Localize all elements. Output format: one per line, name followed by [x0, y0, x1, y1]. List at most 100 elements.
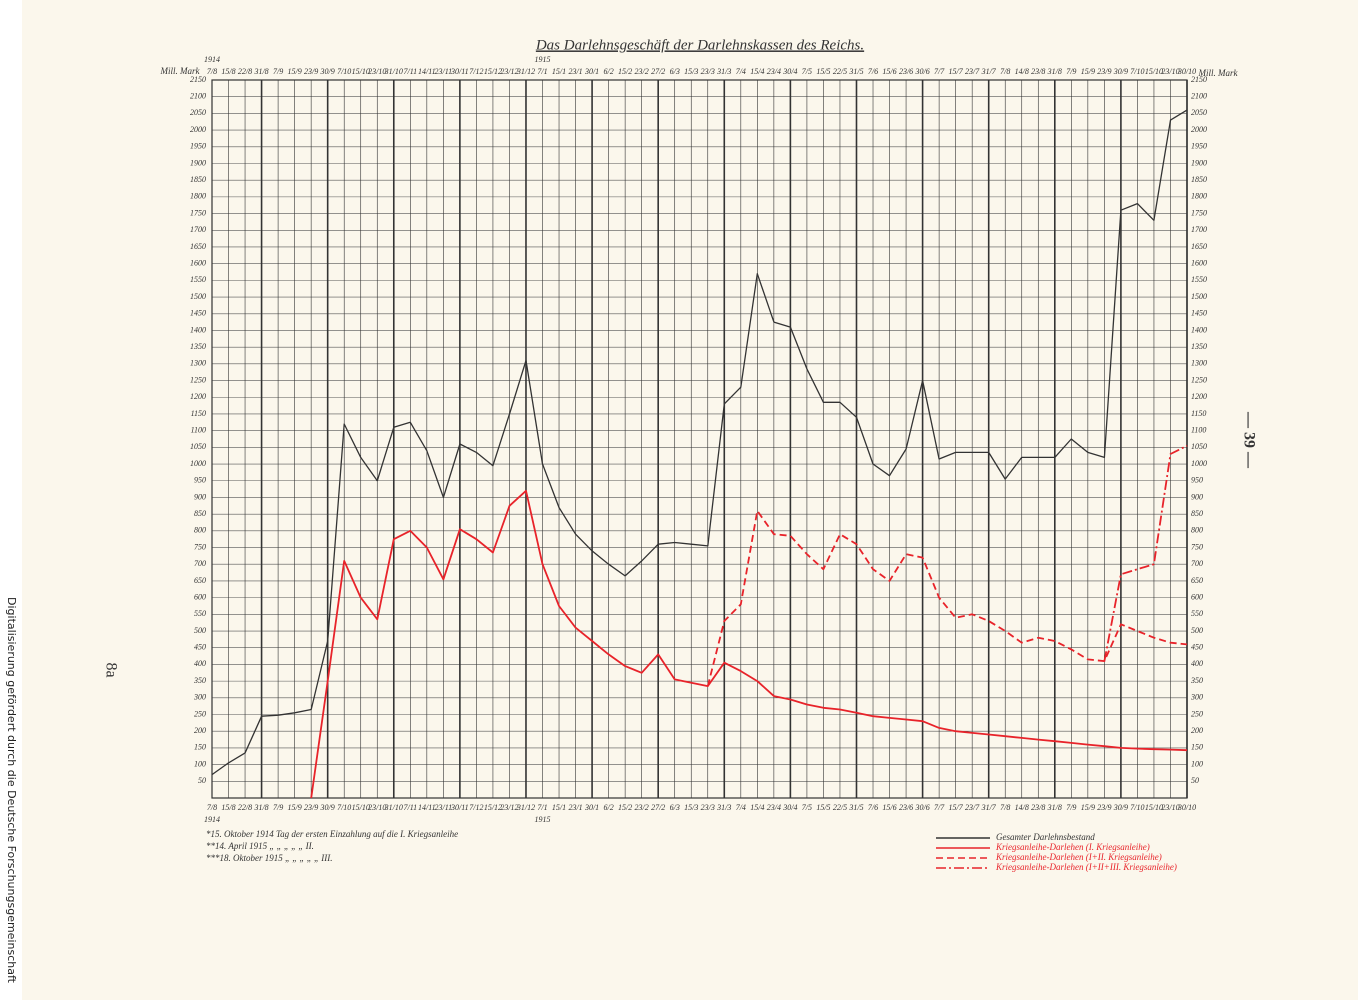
year-label: 1915	[535, 815, 551, 824]
x-tick-label-top: 31/10	[384, 67, 403, 76]
grid: 50 50 100 100 150 150 200 200 250 250 300 300 350 350…	[190, 55, 1207, 824]
y-tick-label-right: 750	[1191, 542, 1203, 551]
y-tick-label: 650	[194, 576, 206, 585]
y-tick-label-right: 500	[1191, 626, 1203, 635]
x-tick-label-top: 15/9	[288, 67, 302, 76]
y-tick-label-right: 2000	[1191, 125, 1207, 134]
y-tick-label: 1950	[190, 142, 206, 151]
footnote: **14. April 1915 „ „ „ „ „ II.	[206, 841, 314, 851]
x-tick-label: 22/5	[833, 803, 847, 812]
x-tick-label-top: 15/5	[816, 67, 830, 76]
x-tick-label: 15/9	[288, 803, 302, 812]
x-tick-label: 31/10	[384, 803, 403, 812]
y-tick-label: 50	[198, 776, 206, 785]
y-tick-label-right: 1750	[1191, 208, 1207, 217]
x-tick-label-top: 31/12	[516, 67, 535, 76]
x-tick-label-top: 23/11	[435, 67, 453, 76]
y-tick-label-right: 2150	[1191, 75, 1207, 84]
y-tick-label-right: 200	[1191, 726, 1203, 735]
x-tick-label: 15/2	[618, 803, 632, 812]
y-tick-label: 450	[194, 643, 206, 652]
series-line	[706, 509, 1188, 687]
legend-label: Kriegsanleihe-Darlehen (I+II+III. Kriegs…	[995, 862, 1177, 872]
x-tick-label-top: 23/2	[635, 67, 649, 76]
x-tick-label: 23/1	[568, 803, 582, 812]
y-tick-label-right: 350	[1190, 676, 1203, 685]
x-tick-label-top: 23/10	[368, 67, 386, 76]
y-tick-label: 950	[194, 476, 206, 485]
y-tick-label-right: 800	[1191, 526, 1203, 535]
x-tick-label: 31/12	[516, 803, 535, 812]
x-tick-label: 31/3	[716, 803, 731, 812]
x-tick-label-top: 7/8	[207, 67, 217, 76]
lines	[211, 109, 1188, 799]
y-tick-label: 600	[194, 592, 206, 601]
x-tick-label-top: 15/12	[484, 67, 502, 76]
legend-label: Kriegsanleihe-Darlehen (I+II. Kriegsanle…	[995, 852, 1162, 862]
y-tick-label-right: 2100	[1191, 92, 1207, 101]
x-tick-label-top: 7/10	[1130, 67, 1144, 76]
y-tick-label: 850	[194, 509, 206, 518]
y-tick-label-right: 450	[1191, 643, 1203, 652]
x-tick-label-top: 7/4	[736, 67, 746, 76]
y-tick-label: 1350	[190, 342, 206, 351]
y-tick-label-right: 150	[1191, 743, 1203, 752]
y-tick-label: 800	[194, 526, 206, 535]
x-tick-label-top: 23/7	[965, 67, 980, 76]
x-tick-label: 15/9	[1081, 803, 1095, 812]
y-tick-label: 1750	[190, 208, 206, 217]
y-tick-label-right: 700	[1191, 559, 1203, 568]
x-tick-label-top: 15/10	[352, 67, 370, 76]
y-tick-label-right: 1450	[1191, 309, 1207, 318]
y-tick-label: 1650	[190, 242, 206, 251]
y-tick-label: 700	[194, 559, 206, 568]
x-tick-label-top: 7/9	[1066, 67, 1076, 76]
y-tick-label-right: 1350	[1191, 342, 1207, 351]
x-tick-label-top: 30/9	[320, 67, 335, 76]
x-tick-label-top: 15/7	[949, 67, 964, 76]
x-tick-label-top: 23/10	[1161, 67, 1179, 76]
x-tick-label: 15/4	[750, 803, 764, 812]
x-tick-label: 30/4	[782, 803, 797, 812]
y-tick-label: 1800	[190, 192, 206, 201]
x-tick-label: 7/10	[1130, 803, 1144, 812]
y-tick-label-right: 1300	[1191, 359, 1207, 368]
y-tick-label: 1400	[190, 325, 206, 334]
y-tick-label-right: 550	[1191, 609, 1203, 618]
y-tick-label: 2100	[190, 92, 206, 101]
sidebar-note: Digitalisierung gefördert durch die Deut…	[5, 597, 18, 984]
y-axis-label-right: Mill. Mark	[1198, 68, 1239, 78]
x-tick-label: 7/9	[273, 803, 283, 812]
x-tick-label-top: 31/8	[253, 67, 268, 76]
x-tick-label: 30/6	[914, 803, 929, 812]
x-tick-label: 30/11	[450, 803, 469, 812]
y-tick-label: 200	[194, 726, 206, 735]
x-tick-label-top: 6/3	[670, 67, 680, 76]
y-axis-label: Mill. Mark	[160, 66, 201, 76]
y-tick-label-right: 1200	[1191, 392, 1207, 401]
y-tick-label-right: 400	[1191, 659, 1203, 668]
x-tick-label: 7/7	[934, 803, 945, 812]
x-tick-label: 23/7	[965, 803, 980, 812]
y-tick-label: 300	[193, 693, 206, 702]
y-tick-label-right: 650	[1191, 576, 1203, 585]
y-tick-label-right: 100	[1191, 759, 1203, 768]
legend-label: Kriegsanleihe-Darlehen (I. Kriegsanleihe…	[995, 842, 1150, 852]
x-tick-label: 7/12	[469, 803, 483, 812]
x-tick-label: 30/10	[1177, 803, 1196, 812]
y-tick-label-right: 1800	[1191, 192, 1207, 201]
y-tick-label: 150	[194, 743, 206, 752]
y-tick-label: 1850	[190, 175, 206, 184]
y-tick-label: 1200	[190, 392, 206, 401]
x-tick-label: 23/10	[1161, 803, 1179, 812]
y-tick-label-right: 1900	[1191, 158, 1207, 167]
x-tick-label: 7/5	[802, 803, 812, 812]
x-tick-label-top: 7/12	[469, 67, 483, 76]
x-tick-label: 23/11	[435, 803, 453, 812]
y-tick-label-right: 1250	[1191, 375, 1207, 384]
legend: Gesamter DarlehnsbestandKriegsanleihe-Da…	[936, 832, 1177, 872]
sidebar	[0, 0, 22, 1000]
x-tick-label: 7/8	[1000, 803, 1010, 812]
y-tick-label: 250	[194, 709, 206, 718]
